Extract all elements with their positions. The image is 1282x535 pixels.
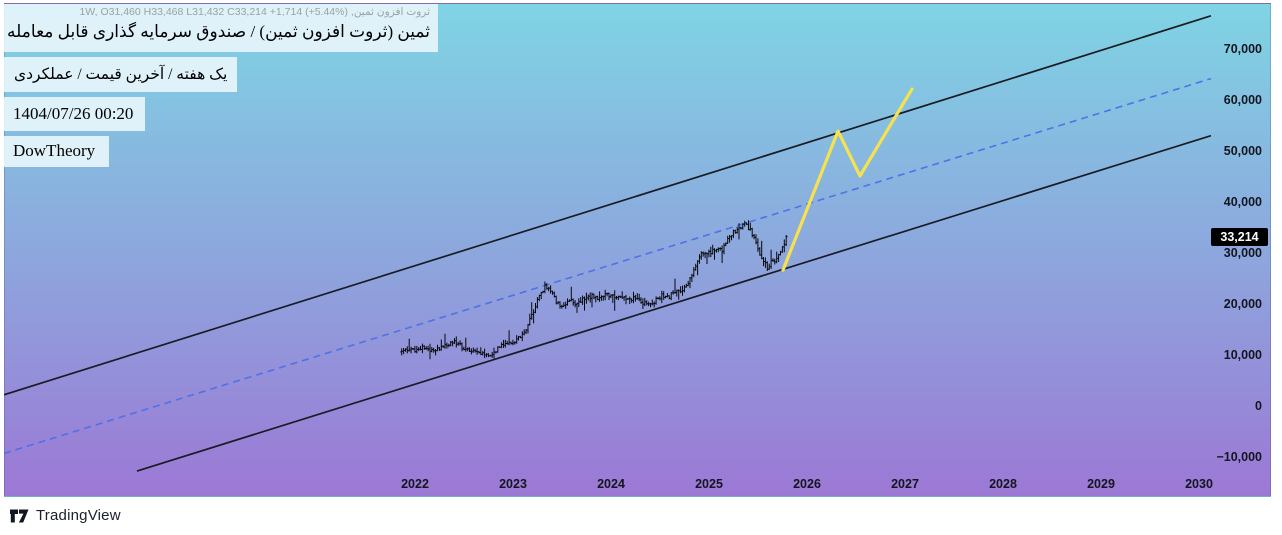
tradingview-brand-text: TradingView [36, 507, 121, 524]
price-axis-label: 0 [1255, 399, 1262, 413]
tradingview-mark-icon [10, 509, 29, 522]
price-axis-label: 20,000 [1223, 297, 1262, 311]
time-axis-label: 2026 [793, 477, 821, 491]
last-price-badge: 33,214 [1211, 228, 1268, 246]
symbol-ohlc-status: ثروت افزون ثمین, 1W, O31,460 H33,468 L31… [79, 6, 430, 18]
time-axis-label: 2027 [891, 477, 919, 491]
price-axis-label: 30,000 [1223, 246, 1262, 260]
price-axis-label: 40,000 [1223, 195, 1262, 209]
price-axis-label: −10,000 [1216, 450, 1262, 464]
time-axis-label: 2025 [695, 477, 723, 491]
tradingview-logo[interactable]: TradingView [10, 507, 121, 524]
price-axis-label: 50,000 [1223, 144, 1262, 158]
time-axis-label: 2022 [401, 477, 429, 491]
time-axis-label: 2028 [989, 477, 1017, 491]
time-axis-label: 2023 [499, 477, 527, 491]
time-axis-label: 2030 [1185, 477, 1213, 491]
time-axis-label: 2024 [597, 477, 625, 491]
price-axis-label: 60,000 [1223, 93, 1262, 107]
footer-bar: TradingView [10, 507, 121, 524]
time-axis-label: 2029 [1087, 477, 1115, 491]
price-axis-label: 10,000 [1223, 348, 1262, 362]
price-axis-label: 70,000 [1223, 42, 1262, 56]
